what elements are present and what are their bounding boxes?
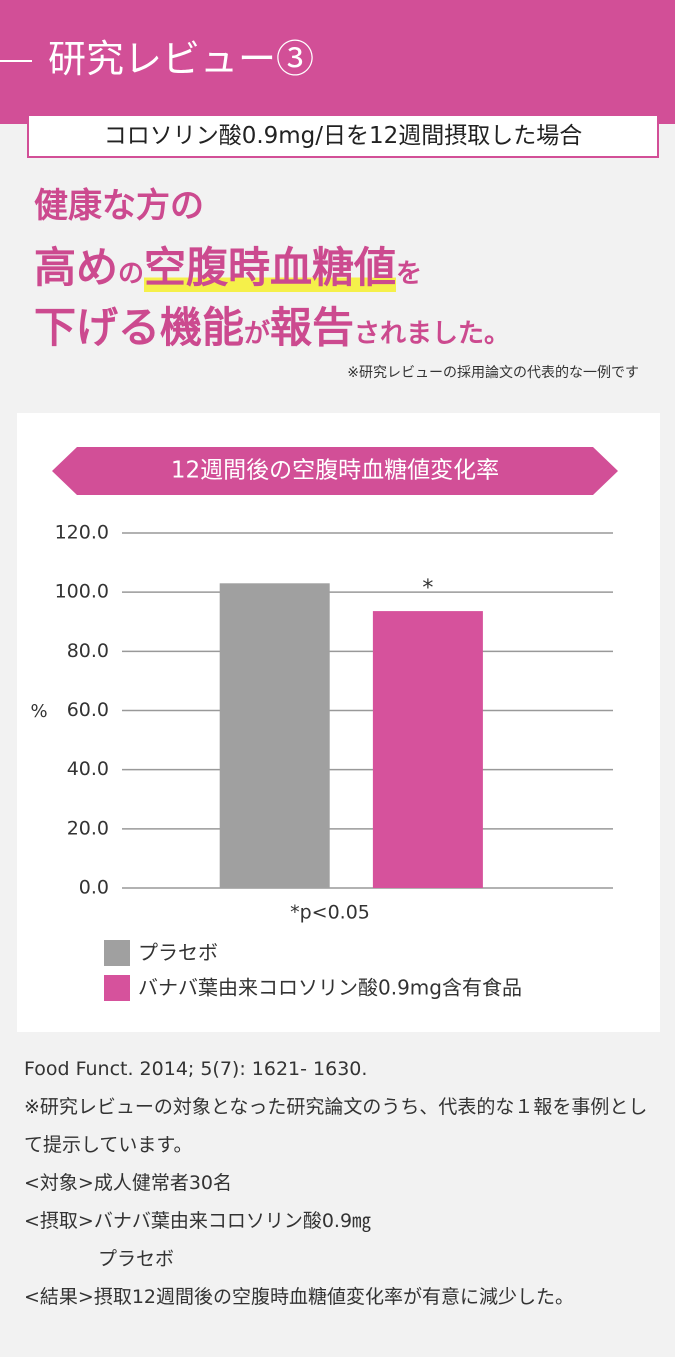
headline-text: 下げる機能 [34, 303, 245, 352]
footnote: *p<0.05 [290, 902, 370, 924]
y-tick-label: 40.0 [67, 758, 109, 780]
headline-text: 高め [34, 243, 119, 292]
reference-line: <摂取>バナバ葉由来コロソリン酸0.9㎎ [24, 1210, 372, 1232]
legend-label: プラセボ [138, 941, 218, 965]
chart-title-banner [52, 447, 618, 495]
headline-text: を [396, 259, 423, 289]
y-tick-label: 0.0 [79, 877, 109, 899]
header-title: 研究レビュー③ [48, 37, 315, 81]
headline-text: されました。 [354, 319, 511, 349]
legend-label: バナバ葉由来コロソリン酸0.9mg含有食品 [138, 976, 522, 1000]
headline-text: 健康な方の [34, 186, 204, 226]
y-tick-label: 120.0 [55, 522, 109, 544]
reference-line: ※研究レビューの対象となった研究論文のうち、代表的な１報を事例として提示していま… [24, 1096, 648, 1156]
header-band [0, 0, 675, 124]
y-tick-label: 20.0 [67, 817, 109, 839]
header-line [0, 60, 32, 62]
y-tick-label: 80.0 [67, 640, 109, 662]
headline-line: 下げる機能が報告されました。 [34, 294, 510, 355]
reference-line: プラセボ [98, 1248, 175, 1270]
significance-mark: * [422, 576, 433, 601]
reference-line: <結果>摂取12週間後の空腹時血糖値変化率が有意に減少した。 [24, 1286, 575, 1308]
y-axis-label: % [30, 701, 47, 722]
chart: 12週間後の空腹時血糖値変化率 % 0.0 20.0 40.0 60.0 80.0 100… [17, 413, 660, 1032]
headline-text: 空腹時血糖値 [144, 243, 397, 292]
headline-text: が [244, 319, 271, 349]
headline-note: ※研究レビューの採用論文の代表的な一例です [347, 365, 639, 381]
legend-swatch [104, 940, 130, 966]
headline-text: の [118, 259, 145, 289]
legend-swatch [104, 975, 130, 1001]
headline-text: 報告 [270, 303, 355, 352]
header-subtitle: コロソリン酸0.9mg/日を12週間摂取した場合 [27, 114, 659, 158]
headline-line: 高めの空腹時血糖値を [34, 234, 422, 295]
y-tick-label: 100.0 [55, 581, 109, 603]
bar [372, 611, 483, 888]
headline-line: 健康な方の [34, 178, 204, 227]
reference-line: <対象>成人健常者30名 [24, 1172, 233, 1194]
reference: Food Funct. 2014; 5(7): 1621- 1630. ※研究レ… [24, 1050, 664, 1316]
citation: Food Funct. 2014; 5(7): 1621- 1630. [24, 1058, 368, 1080]
chart-title: 12週間後の空腹時血糖値変化率 [171, 458, 499, 484]
y-tick-label: 60.0 [67, 699, 109, 721]
bar [219, 583, 330, 888]
